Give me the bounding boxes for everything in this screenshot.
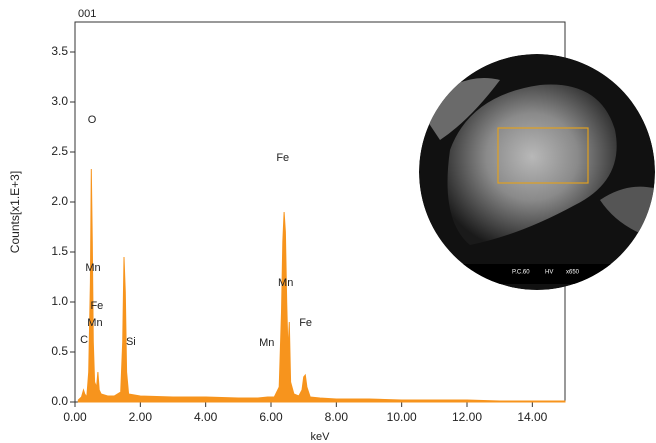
x-tick-label: 10.00 — [387, 410, 417, 424]
x-tick-label: 12.00 — [452, 410, 482, 424]
peak-label: Si — [126, 336, 136, 348]
peak-label: Fe — [90, 300, 103, 312]
peak-label: Mn — [278, 277, 293, 289]
peak-label: Mn — [87, 317, 102, 329]
inset-label: HV — [545, 270, 553, 276]
info-bar — [420, 264, 656, 284]
chart-title: 001 — [78, 8, 96, 20]
y-tick-label: 3.0 — [51, 94, 68, 108]
sem-inset: P.C.60 HV x650 — [419, 54, 656, 290]
y-tick-label: 1.0 — [51, 294, 68, 308]
peak-label: Mn — [259, 337, 274, 349]
x-tick-label: 8.00 — [325, 410, 349, 424]
inset-label: P.C.60 — [512, 270, 530, 276]
peak-label: Fe — [276, 152, 289, 164]
y-tick-label: 0.0 — [51, 394, 68, 408]
x-tick-label: 4.00 — [194, 410, 218, 424]
y-tick-label: 0.5 — [51, 344, 68, 358]
peak-label: Fe — [299, 317, 312, 329]
y-tick-label: 1.5 — [51, 244, 68, 258]
inset-label: x650 — [566, 270, 580, 276]
peak-label: O — [88, 114, 97, 126]
x-tick-label: 6.00 — [259, 410, 283, 424]
y-tick-label: 2.0 — [51, 194, 68, 208]
x-tick-label: 14.00 — [517, 410, 547, 424]
y-tick-label: 2.5 — [51, 144, 68, 158]
chart: 001 keV Counts[x1.E+3] 0.0 0.5 1.0 1.5 2.0 2.… — [0, 0, 656, 443]
y-axis-label: Counts[x1.E+3] — [8, 171, 22, 253]
peak-label: C — [80, 334, 88, 346]
x-axis-label: keV — [311, 431, 331, 443]
x-tick-label: 0.00 — [63, 410, 87, 424]
y-tick-label: 3.5 — [51, 44, 68, 58]
x-tick-label: 2.00 — [129, 410, 153, 424]
peak-label: Mn — [85, 262, 100, 274]
